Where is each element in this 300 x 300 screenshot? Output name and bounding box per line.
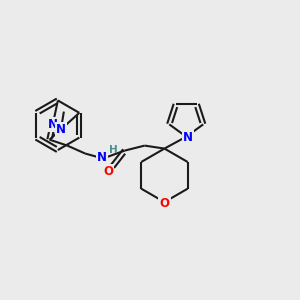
Text: N: N <box>97 151 107 164</box>
Text: N: N <box>48 118 58 131</box>
Text: O: O <box>103 165 113 178</box>
Text: N: N <box>56 123 66 136</box>
Text: N: N <box>183 131 193 144</box>
Text: H: H <box>109 145 117 154</box>
Text: O: O <box>160 196 170 210</box>
